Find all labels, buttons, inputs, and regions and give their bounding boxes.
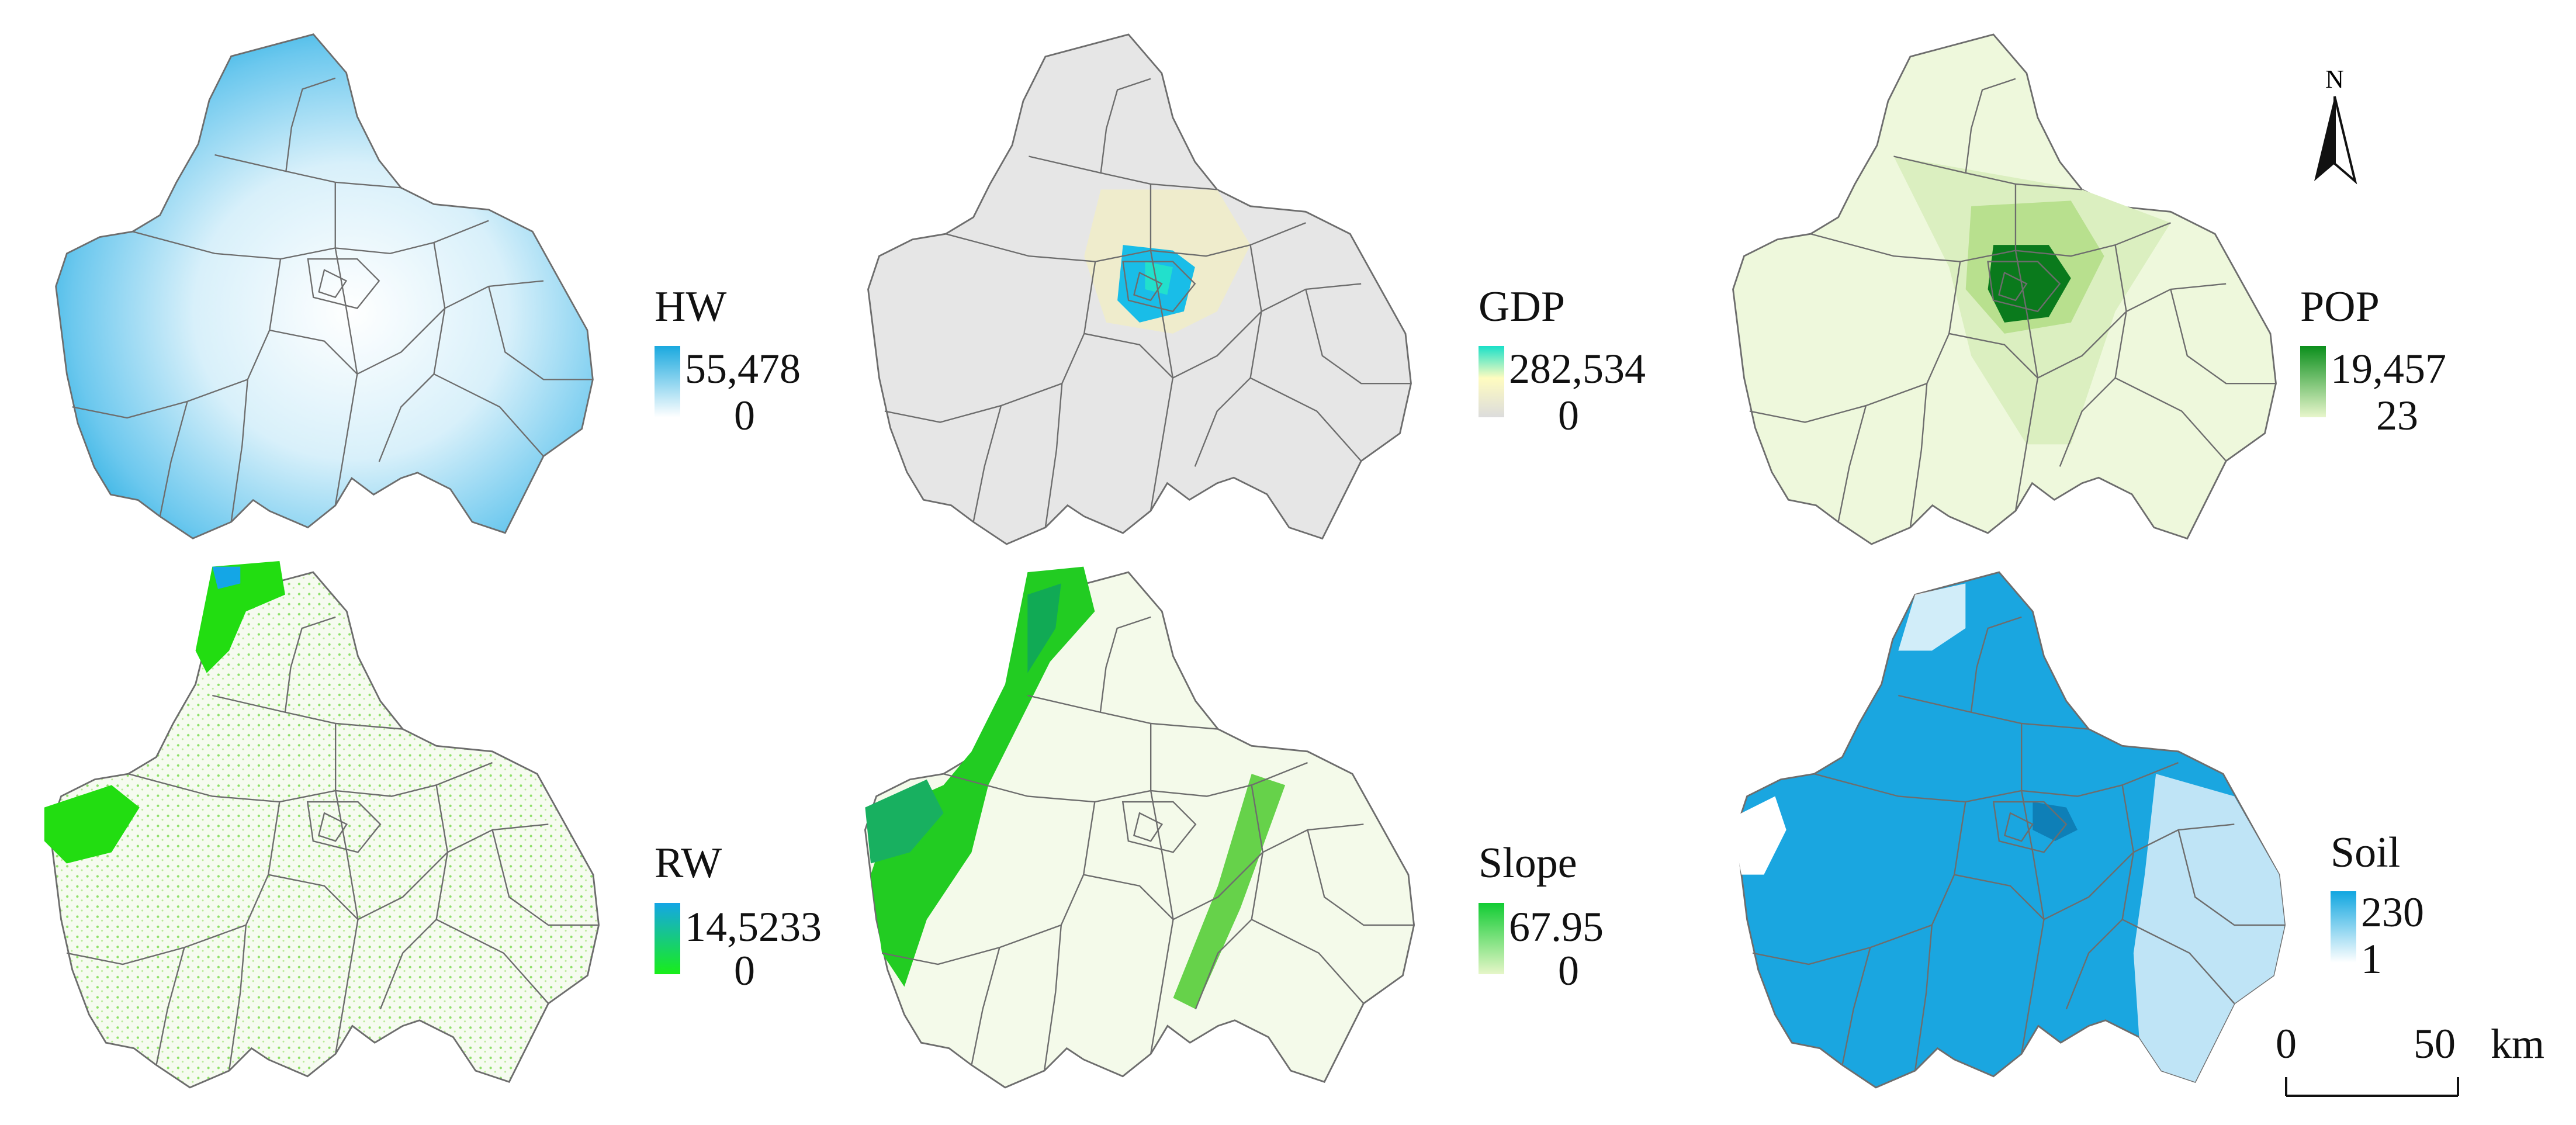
legend-title-soil: Soil <box>2331 829 2401 877</box>
legend-max-pop: 19,457 <box>2331 345 2446 392</box>
legend-title-rw: RW <box>655 839 722 887</box>
legend-max-hw: 55,478 <box>685 345 801 392</box>
soil-map <box>1730 561 2332 1099</box>
legend-max-slope: 67.95 <box>1509 904 1604 950</box>
legend-min-pop: 23 <box>2376 392 2418 439</box>
legend-max-gdp: 282,534 <box>1509 345 1646 392</box>
legend-title-pop: POP <box>2300 283 2380 331</box>
gdp-map <box>818 23 1461 555</box>
legend-max-soil: 230 <box>2361 889 2424 936</box>
legend-max-rw: 14,5233 <box>685 904 822 950</box>
legend-min-gdp: 0 <box>1558 392 1579 439</box>
legend-bar-gdp <box>1479 346 1504 417</box>
scale-bar-start: 0 <box>2276 1020 2297 1067</box>
legend-min-slope: 0 <box>1558 947 1579 994</box>
legend-min-soil: 1 <box>2361 936 2382 982</box>
north-arrow-icon: N <box>2314 65 2357 185</box>
legend-title-gdp: GDP <box>1479 283 1566 331</box>
north-label: N <box>2325 65 2344 94</box>
slope-map <box>818 566 1461 1099</box>
legend-bar-soil <box>2331 891 2356 963</box>
scale-bar-unit: km <box>2491 1020 2545 1067</box>
legend-min-hw: 0 <box>734 392 755 439</box>
pop-map <box>1683 23 2326 555</box>
legend-bar-slope <box>1479 903 1504 974</box>
legend-bar-rw <box>655 903 680 974</box>
legend-title-hw: HW <box>655 283 727 331</box>
rw-map <box>44 561 643 1099</box>
legend-bar-hw <box>655 346 680 417</box>
legend-min-rw: 0 <box>734 947 755 994</box>
legend-bar-pop <box>2300 346 2326 417</box>
scale-bar-end: 50 <box>2414 1020 2456 1067</box>
hw-map <box>12 23 637 549</box>
scale-bar <box>2285 1077 2459 1097</box>
legend-title-slope: Slope <box>1479 839 1577 887</box>
